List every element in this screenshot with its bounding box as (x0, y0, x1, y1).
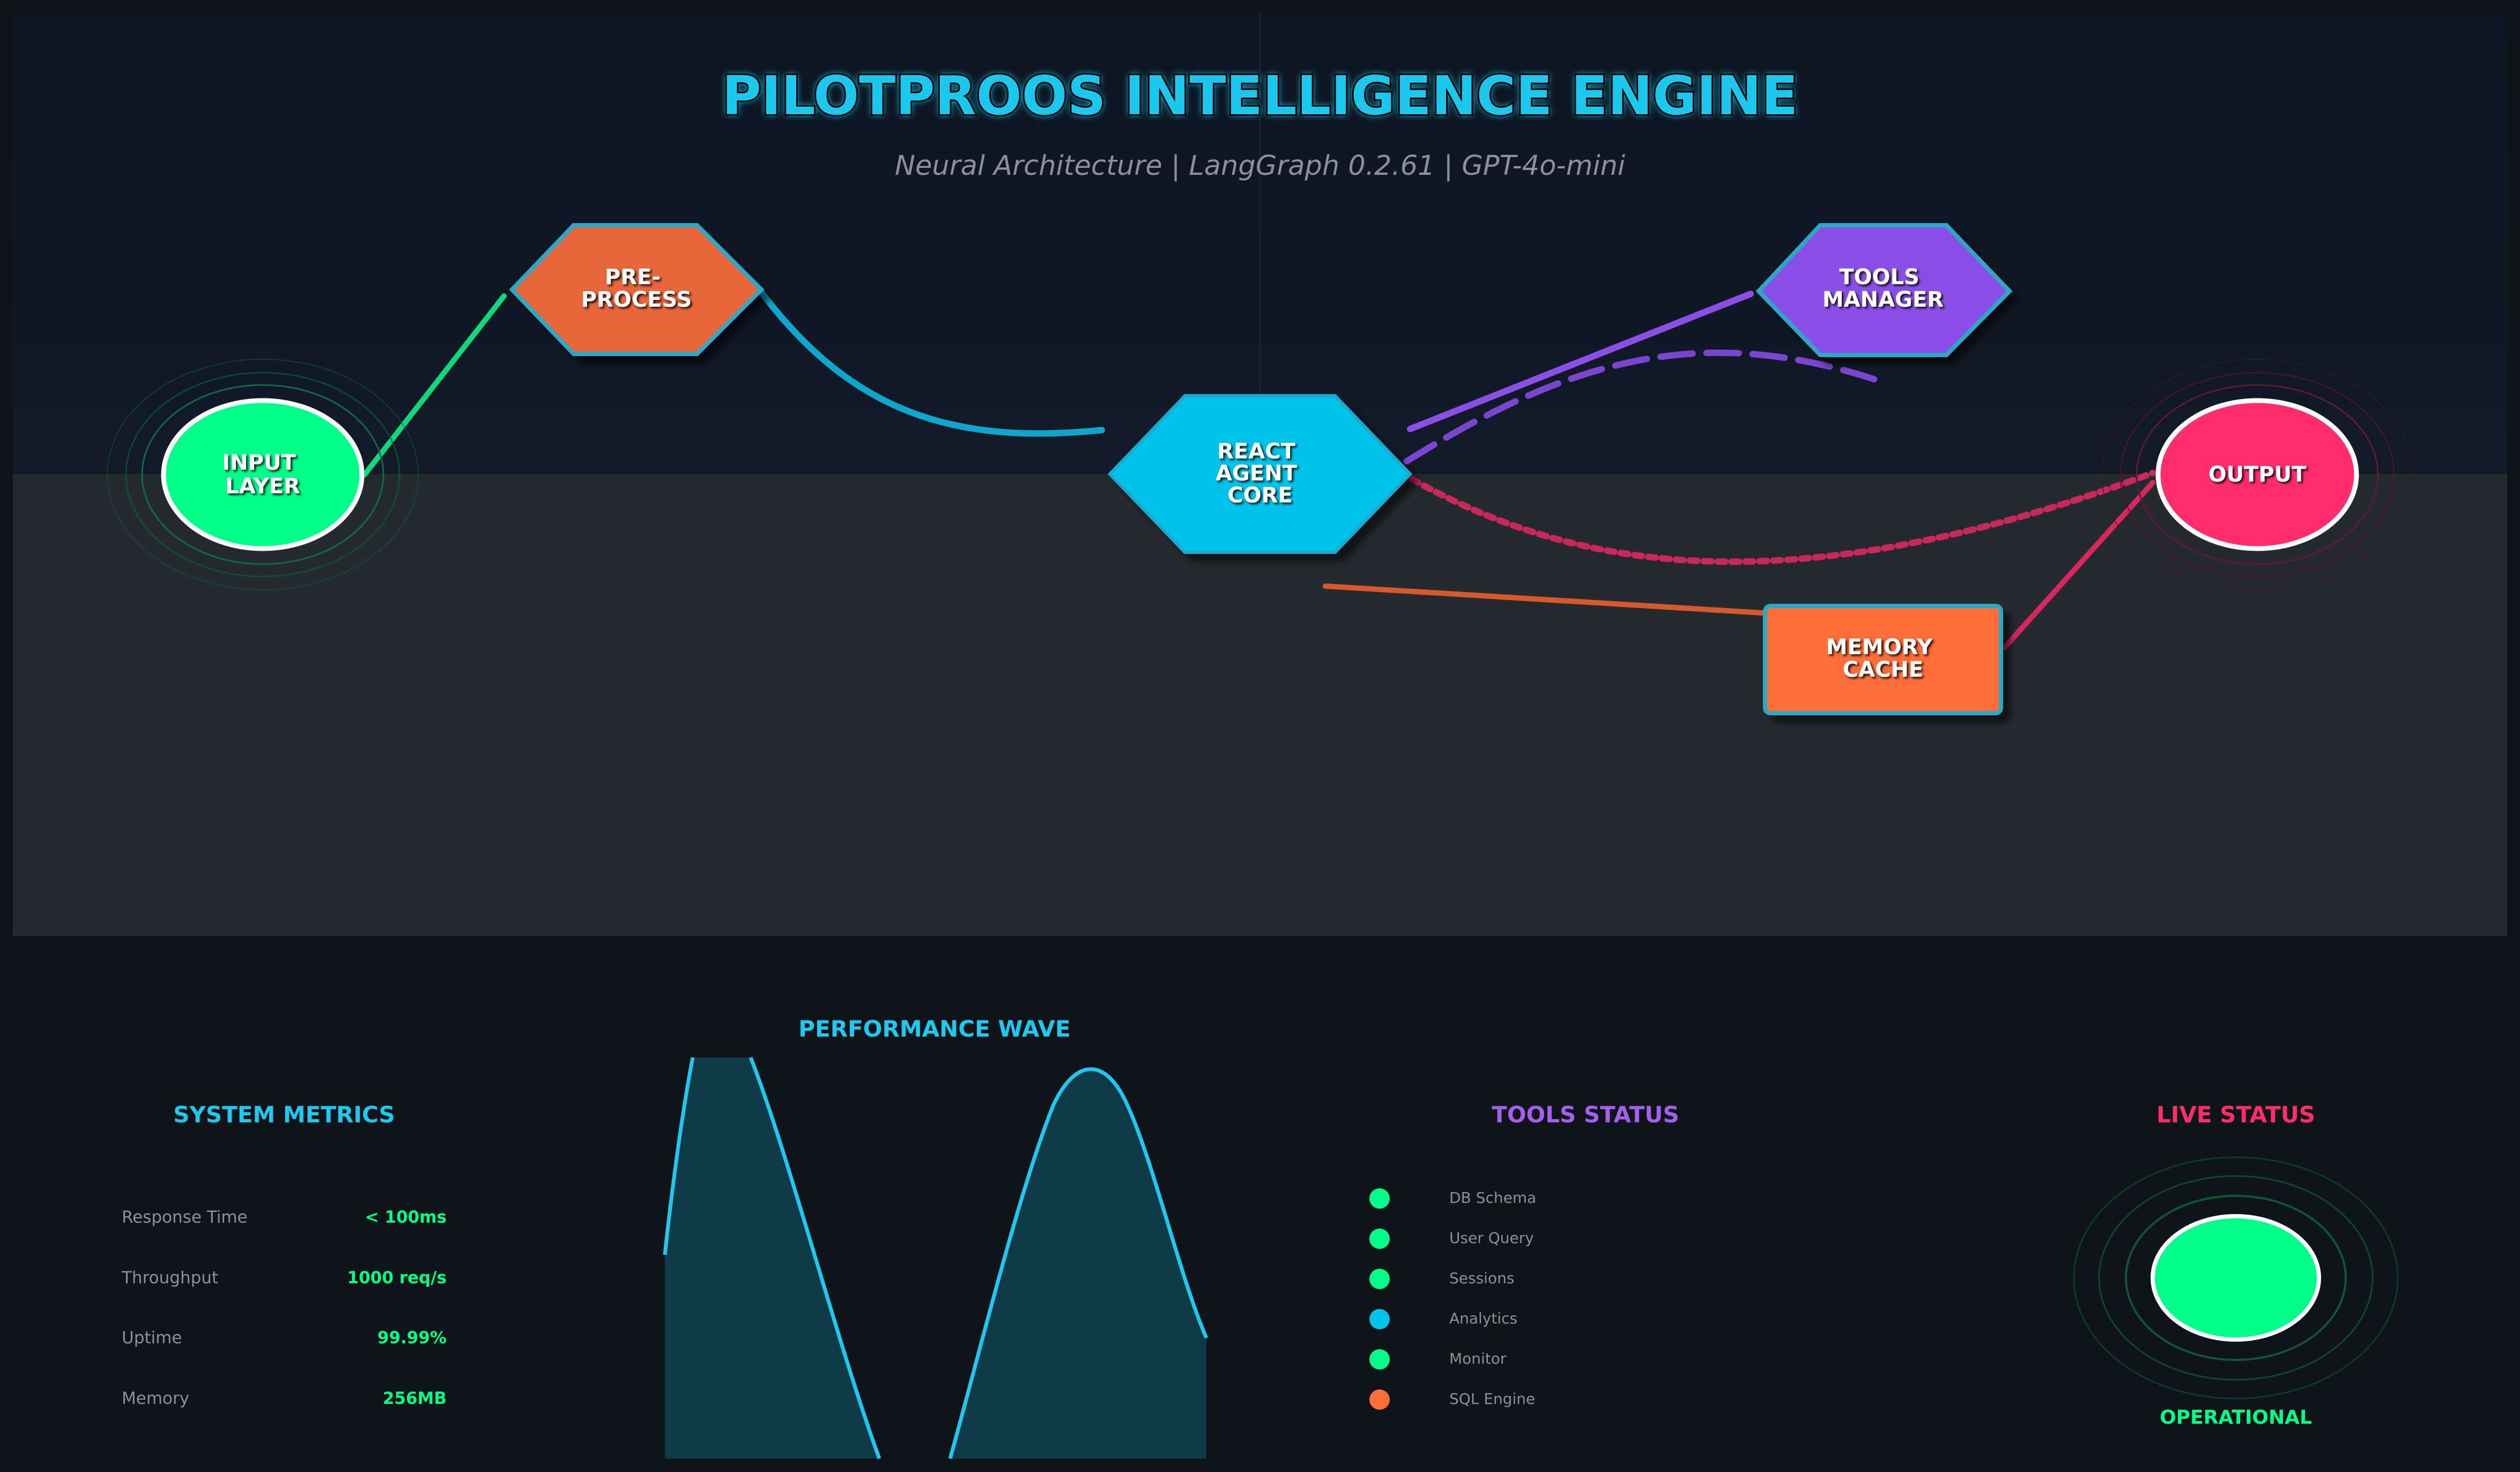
input-node-circle (161, 398, 365, 551)
memory-line-2: CACHE (1843, 657, 1923, 682)
output-pulse-ring (2136, 384, 2379, 565)
preprocess-shape (509, 223, 765, 356)
core-line-2: AGENT (1215, 461, 1298, 486)
metric-row: Uptime 99.99% (122, 1328, 447, 1348)
core-line-3: CORE (1227, 483, 1292, 508)
status-dot-icon (1369, 1269, 1390, 1289)
input-pulse-ring (141, 384, 384, 565)
connection-core-tools (1407, 291, 1754, 432)
performance-wave-panel: PERFORMANCE WAVE (663, 1016, 1209, 1460)
connections (362, 289, 2156, 650)
metric-value: 99.99% (377, 1328, 447, 1348)
output-node-label: OUTPUT (2208, 462, 2307, 487)
metric-label: Throughput (121, 1268, 218, 1288)
tool-status-label: User Query (1449, 1229, 1534, 1247)
input-node-line-1: INPUT (222, 450, 296, 475)
tools-manager-node[interactable]: TOOLS MANAGER (1755, 223, 2013, 357)
live-status-state: OPERATIONAL (2160, 1407, 2312, 1429)
metric-row: Throughput 1000 req/s (121, 1268, 447, 1288)
tool-status-item: Monitor (1369, 1349, 1507, 1370)
status-dot-icon (1369, 1349, 1390, 1370)
react-agent-core-node[interactable]: REACT AGENT CORE (1107, 394, 1413, 554)
input-layer-node[interactable]: INPUT LAYER (107, 359, 419, 590)
metric-value: 1000 req/s (347, 1268, 447, 1288)
status-dot-icon (1369, 1188, 1390, 1209)
memory-cache-node[interactable]: MEMORY CACHE (1763, 604, 2003, 715)
tool-status-item: User Query (1369, 1229, 1534, 1249)
connection-core-tools-dashed (1326, 349, 1885, 515)
live-pulse-ring (2098, 1175, 2374, 1381)
preprocess-line-2: PROCESS (581, 287, 692, 312)
status-dot-icon (1369, 1309, 1390, 1329)
metric-row: Response Time < 100ms (122, 1208, 447, 1227)
tool-status-label: Analytics (1449, 1310, 1517, 1327)
live-status-indicator-icon (2151, 1214, 2321, 1342)
memory-line-1: MEMORY (1826, 635, 1933, 660)
memory-label: MEMORY CACHE (1826, 635, 1940, 682)
input-pulse-ring (107, 359, 419, 590)
live-pulse-ring (2073, 1156, 2399, 1400)
system-metrics-panel: SYSTEM METRICS Response Time < 100ms Thr… (121, 1101, 447, 1408)
input-node-label: INPUT LAYER (222, 450, 303, 499)
metric-value: 256MB (383, 1389, 447, 1408)
metric-value: < 100ms (365, 1208, 447, 1227)
status-dot-icon (1369, 1229, 1390, 1249)
tools-line-1: TOOLS (1839, 265, 1919, 290)
tool-status-item: Sessions (1369, 1269, 1514, 1289)
output-pulse-ring (2119, 372, 2395, 578)
metric-label: Memory (122, 1389, 189, 1408)
preprocess-label: PRE- PROCESS (581, 265, 692, 312)
metric-label: Response Time (122, 1208, 248, 1227)
tools-label: TOOLS MANAGER (1822, 265, 1944, 312)
performance-wave-line (663, 1056, 1209, 1460)
memory-shape (1763, 604, 2003, 715)
tools-status-panel: TOOLS STATUS DB Schema User Query Sessio… (1369, 1101, 1679, 1410)
tool-status-label: SQL Engine (1449, 1390, 1535, 1408)
tool-status-item: SQL Engine (1369, 1389, 1535, 1410)
output-node[interactable]: OUTPUT (2101, 359, 2413, 590)
input-pulse-ring (125, 372, 401, 578)
output-pulse-ring (2101, 359, 2413, 590)
metric-label: Uptime (122, 1328, 182, 1348)
performance-wave-area (665, 1057, 1206, 1459)
connection-core-memory (1323, 583, 1766, 616)
input-node-line-2: LAYER (225, 474, 300, 499)
tool-status-item: DB Schema (1369, 1188, 1536, 1209)
tool-status-label: Monitor (1449, 1350, 1507, 1367)
page-title: PILOTPROOS INTELLIGENCE ENGINE (722, 64, 1798, 127)
live-status-title: LIVE STATUS (2156, 1101, 2315, 1128)
core-line-1: REACT (1217, 439, 1295, 464)
performance-wave-title: PERFORMANCE WAVE (798, 1016, 1070, 1042)
tools-shape (1755, 223, 2013, 357)
tools-line-2: MANAGER (1822, 287, 1944, 312)
live-pulse-ring (2125, 1195, 2347, 1361)
tool-status-label: Sessions (1449, 1269, 1514, 1287)
core-shape (1107, 394, 1413, 554)
connection-preprocess-core (758, 289, 1105, 437)
connection-core-output-dashed (1396, 469, 2156, 565)
live-status-panel: LIVE STATUS OPERATIONAL (2073, 1101, 2399, 1429)
system-metrics-title: SYSTEM METRICS (173, 1101, 395, 1128)
core-label: REACT AGENT CORE (1215, 439, 1305, 508)
preprocess-line-1: PRE- (605, 265, 661, 290)
tools-status-title: TOOLS STATUS (1492, 1101, 1679, 1128)
preprocess-node[interactable]: PRE- PROCESS (509, 223, 765, 356)
status-dot-icon (1369, 1389, 1390, 1410)
tool-status-item: Analytics (1369, 1309, 1517, 1329)
tool-status-label: DB Schema (1449, 1189, 1536, 1207)
metric-row: Memory 256MB (122, 1389, 447, 1408)
output-node-circle (2155, 398, 2359, 551)
connection-memory-output (2002, 480, 2155, 650)
connection-input-preprocess (362, 293, 507, 477)
page-subtitle: Neural Architecture | LangGraph 0.2.61 |… (895, 150, 1625, 182)
